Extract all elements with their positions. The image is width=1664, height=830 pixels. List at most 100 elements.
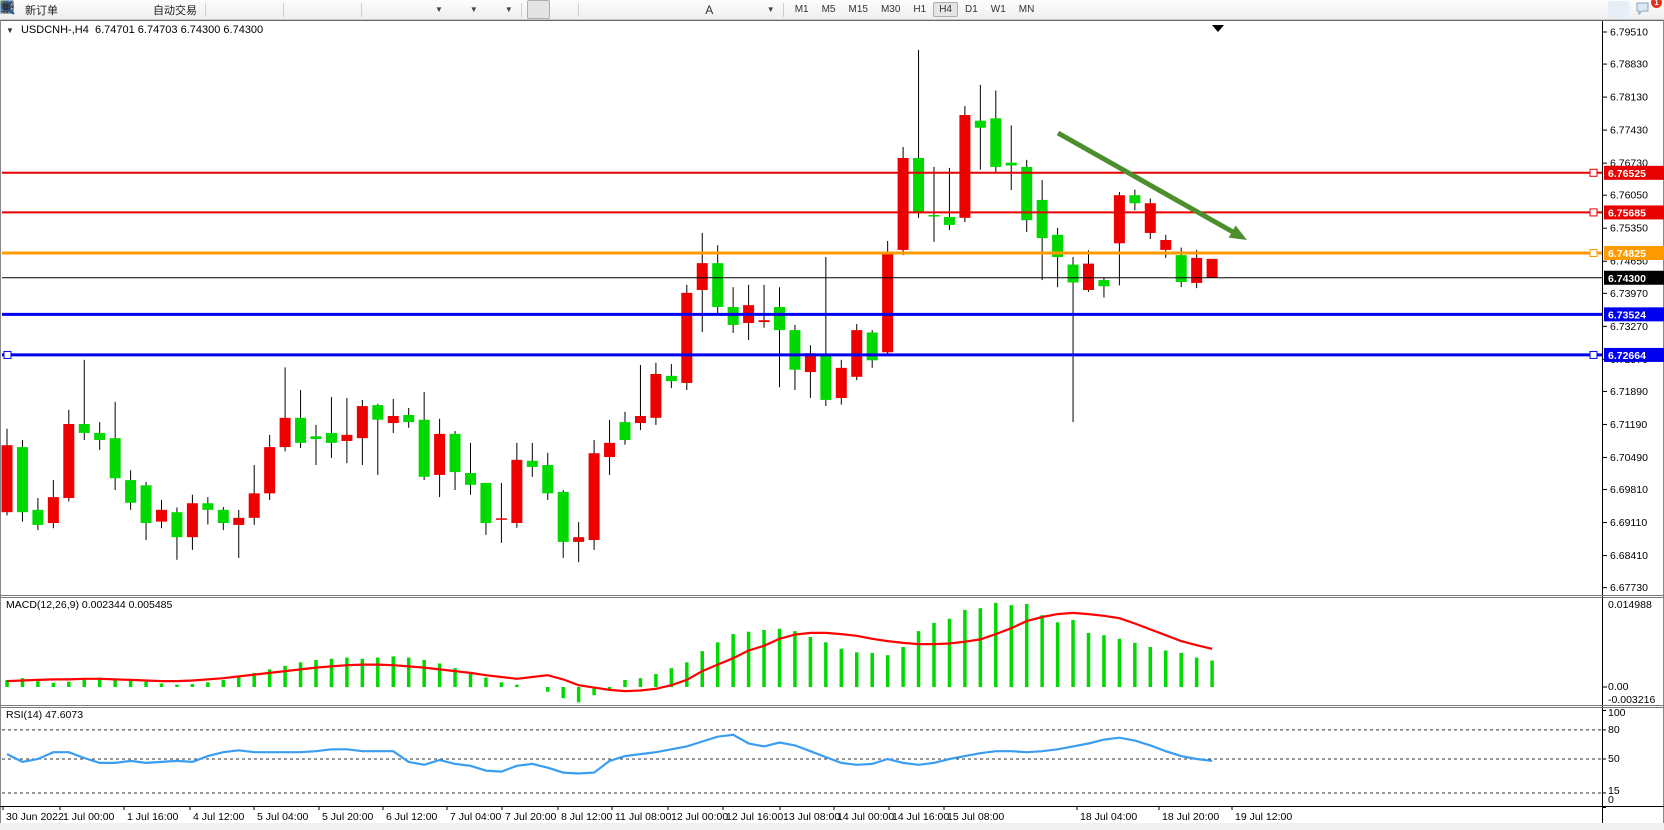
fibonacci-tool-icon[interactable]: F [1,1,697,18]
candle-body [264,447,276,494]
auto-arrange-icon[interactable] [1,1,388,18]
zoom-in-icon[interactable] [1,1,310,18]
dropdown-caret: ▼ [469,5,478,14]
candle-body [125,480,137,503]
timeframe-M1[interactable]: M1 [794,4,809,15]
level-anchor[interactable] [1589,350,1598,359]
tile-windows-icon[interactable] [0,0,356,18]
macd-bar [1194,657,1199,687]
macd-bar [1179,652,1183,687]
svg-text:0: 0 [1608,794,1614,806]
svg-text:6.69810: 6.69810 [1610,484,1648,496]
timeframe-H1[interactable]: H1 [913,4,927,15]
macd-pane[interactable]: 0.014988 0.00-0.003216 [5,599,1655,706]
macd-bar [1055,622,1060,687]
level-anchor[interactable] [1589,248,1598,257]
trend-arrow[interactable] [1056,130,1250,246]
autotrading-icon [0,2,150,17]
macd-bar [592,687,596,696]
candle-body [511,459,523,524]
macd-bar [329,658,334,687]
candle-body [47,497,59,524]
level-anchor[interactable] [3,350,12,359]
macd-bar [221,679,226,687]
macd-bar [1086,632,1091,687]
timeframe-M5[interactable]: M5 [821,4,836,15]
time-label: 7 Jul 20:00 [505,811,557,823]
autotrading-button[interactable]: 自动交易 [0,1,200,19]
macd-bar [916,631,921,687]
candle-body [1206,258,1218,278]
trendline-tool-icon[interactable] [1,1,651,18]
candle-body [495,518,507,520]
styles-icon[interactable] [0,0,84,18]
timeframe-H4[interactable]: H4 [933,2,958,17]
macd-bar [1117,638,1122,687]
notifications-button[interactable]: 1 [1635,0,1662,18]
chart-shift-marker[interactable] [1212,25,1224,32]
svg-text:6.75685: 6.75685 [1608,207,1646,219]
line-chart-mode-icon[interactable] [0,1,278,18]
macd-bar [206,682,210,687]
level-anchor[interactable] [1589,208,1598,217]
svg-text:6.74825: 6.74825 [1608,248,1646,260]
horizontal-line-tool-icon[interactable] [1,1,628,18]
macd-bar [20,678,25,687]
notification-badge: 1 [1651,0,1662,8]
arrows-tool-icon [3,2,763,17]
periods-button[interactable]: ▼ [0,0,481,18]
signals-icon[interactable] [4,0,130,18]
macd-bar [1164,650,1168,687]
timeframe-M30[interactable]: M30 [880,4,901,15]
candle-body [1113,195,1125,244]
time-axis[interactable]: 30 Jun 2022 1 Jul 00:00 1 Jul 16:00 4 Jul 1… [2,806,1292,823]
crosshair-tool-icon[interactable] [1,1,573,18]
time-label: 11 Jul 08:00 [615,811,672,823]
equidistant-channel-tool-icon[interactable]: E [0,1,674,18]
cursor-tool-icon[interactable] [3,0,550,19]
search-icon[interactable] [1,1,1629,18]
candle-body [1083,263,1094,291]
profile-icon[interactable] [0,1,107,18]
rsi-pane[interactable]: 100 80 50 150 [2,707,1626,808]
candlestick-mode-icon[interactable] [1,1,255,18]
indicators-button[interactable]: ▼ [1,1,446,18]
zoom-out-icon[interactable] [1,1,333,18]
macd-bar [777,628,782,687]
candle-body [78,423,90,433]
horizontal-levels[interactable]: 6.76525 6.75685 6.74825 6.74300 6.73524 6.726… [2,165,1664,362]
macd-bar [515,684,519,687]
timeframe-MN[interactable]: MN [1018,4,1035,15]
arrows-tool-button[interactable]: ▼ [3,1,778,18]
vertical-line-tool-icon[interactable] [6,1,605,18]
indicators-icon [1,2,431,17]
new-order-label: 新订单 [25,4,58,17]
candle-body [310,436,322,440]
candle-body [16,447,28,513]
candle-body [372,405,384,420]
bar-chart-mode-icon[interactable] [1,1,232,18]
toolbar-separator [205,2,206,17]
macd-bar [113,678,117,687]
timeframe-M15[interactable]: M15 [848,4,868,15]
text-label-tool-icon[interactable]: T [1,1,743,18]
candle-body [959,115,971,218]
price-badge [1604,307,1664,322]
time-label: 12 Jul 00:00 [671,811,728,823]
cascade-windows-icon[interactable] [1,1,411,18]
price-axis[interactable]: 6.795106.788306.781306.774306.767306.760… [1602,27,1648,595]
macd-bar [175,684,179,687]
svg-text:6.79510: 6.79510 [1610,27,1648,39]
time-label: 18 Jul 04:00 [1080,811,1137,823]
templates-button[interactable]: ▼ [1,1,516,18]
candle-body [63,423,75,499]
text-tool-icon[interactable]: A [705,2,714,17]
macd-bar [932,622,936,687]
timeframe-D1[interactable]: D1 [965,4,978,15]
timeframe-W1[interactable]: W1 [990,4,1006,15]
svg-text:0.00: 0.00 [1608,681,1629,693]
level-anchor[interactable] [1589,168,1598,177]
macd-bar [824,642,828,687]
toolbar-separator [577,2,579,17]
